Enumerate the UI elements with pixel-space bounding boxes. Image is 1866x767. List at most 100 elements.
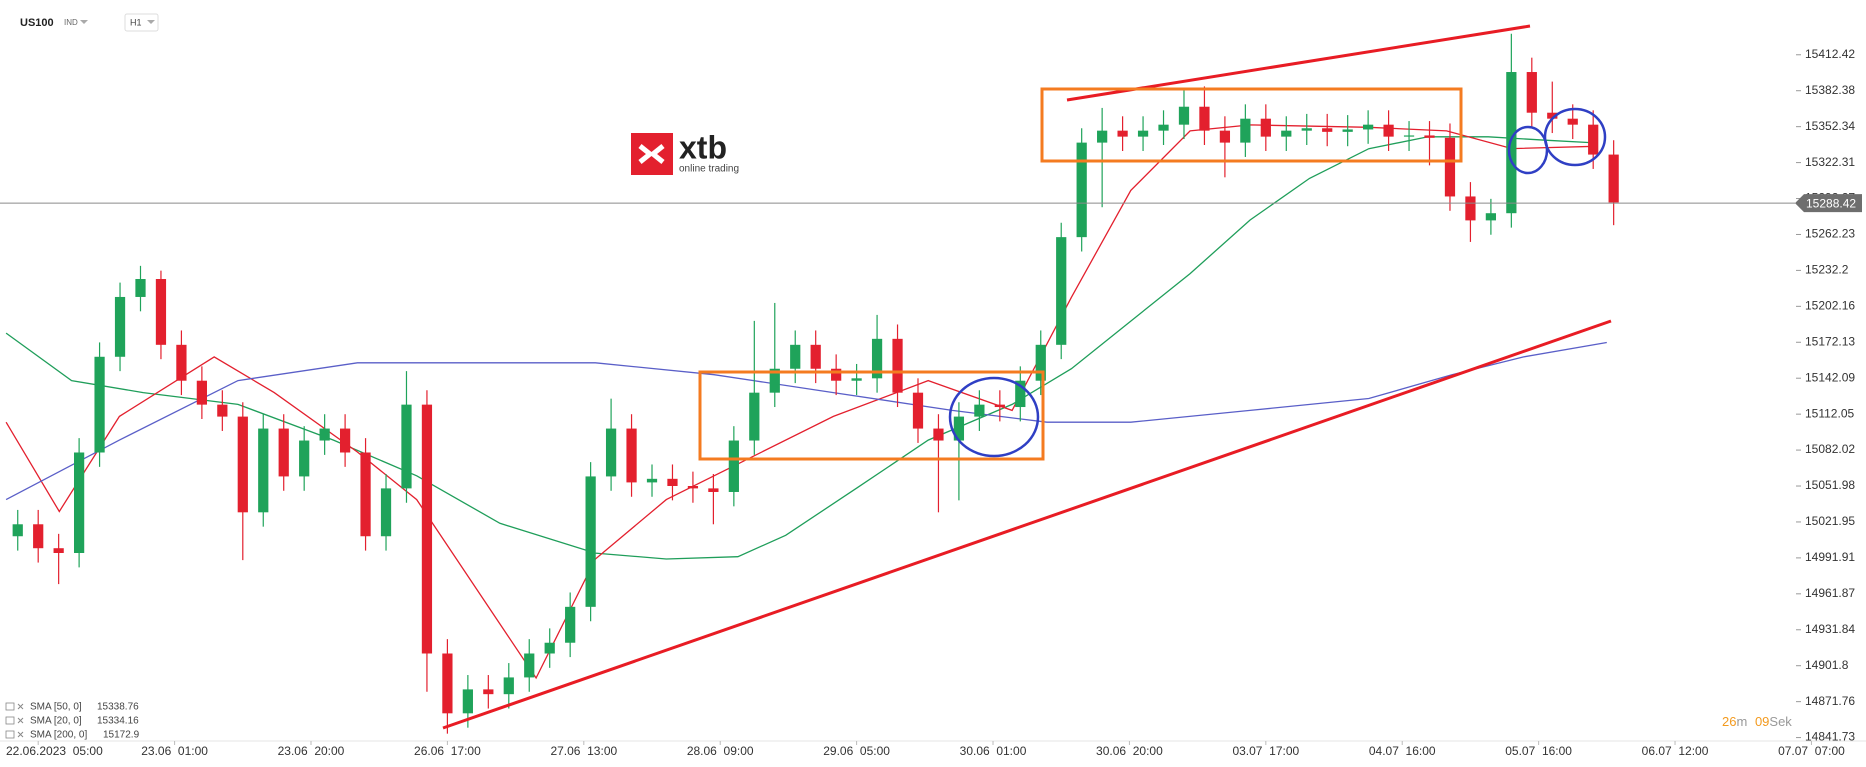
- logo-brand: xtb: [679, 129, 727, 165]
- candle-body: [1526, 72, 1537, 113]
- x-tick-label: 04.07 16:00: [1369, 744, 1436, 758]
- legend-name: SMA [50, 0]: [30, 702, 82, 713]
- y-tick-label: 15172.13: [1805, 334, 1855, 348]
- candle-body: [53, 548, 64, 553]
- candle-body: [626, 428, 637, 483]
- x-tick-label: 23.06 20:00: [278, 744, 345, 758]
- candle-body: [401, 404, 412, 489]
- candle-body: [1076, 142, 1087, 238]
- candle-body: [974, 404, 985, 417]
- candle-body: [687, 485, 699, 489]
- candle-body: [646, 478, 658, 483]
- highlight-circle: [948, 376, 1040, 458]
- candle-body: [380, 488, 392, 537]
- candle-body: [1158, 124, 1169, 131]
- candle-body: [442, 653, 453, 714]
- legend-icon: [5, 702, 15, 711]
- candle-body: [1444, 137, 1456, 197]
- candle-body: [1117, 130, 1128, 137]
- x-tick-label: 23.06 01:00: [141, 744, 208, 758]
- candle-body: [1056, 237, 1067, 345]
- y-tick-label: 14871.76: [1805, 694, 1855, 708]
- candle-body: [1199, 106, 1210, 131]
- candle-body: [421, 404, 433, 654]
- candle-body: [831, 368, 842, 381]
- candle-body: [319, 428, 330, 441]
- y-tick-label: 15142.09: [1805, 370, 1855, 384]
- x-tick-label: 22.06.2023 05:00: [6, 744, 103, 758]
- candle-body: [1178, 106, 1190, 125]
- candle-body: [258, 428, 269, 513]
- candle-body: [1567, 118, 1578, 125]
- candle-body: [749, 392, 760, 441]
- candle-body: [237, 416, 248, 513]
- logo-tagline: online trading: [679, 164, 739, 175]
- y-tick-label: 15082.02: [1805, 442, 1855, 456]
- candle-body: [953, 416, 965, 441]
- candle-body: [1035, 344, 1046, 381]
- interval-box[interactable]: [124, 13, 159, 32]
- candle-body: [708, 488, 719, 492]
- logo-x: [638, 144, 665, 164]
- symbol: US100: [20, 17, 54, 29]
- candle-body: [176, 344, 187, 381]
- candle-body: [524, 653, 535, 678]
- candle-body: [1137, 130, 1149, 137]
- candle-body: [565, 606, 576, 643]
- candle-body: [196, 380, 207, 405]
- highlight-circle: [1543, 107, 1607, 167]
- candle-body: [1342, 129, 1353, 132]
- symbol-tag[interactable]: IND: [64, 18, 78, 27]
- candle-body: [73, 452, 85, 553]
- y-tick-label: 15352.34: [1805, 119, 1855, 133]
- candle-body: [667, 478, 678, 486]
- interval[interactable]: H1: [130, 17, 142, 27]
- y-tick-label: 14931.84: [1805, 622, 1855, 636]
- plot-area: [0, 33, 1795, 734]
- candle-body: [1588, 124, 1599, 155]
- candle-body: [810, 344, 821, 369]
- candle-body: [278, 428, 289, 477]
- legend-name: SMA [200, 0]: [30, 730, 87, 741]
- y-tick-label: 15112.05: [1805, 406, 1854, 420]
- y-tick-label: 15382.38: [1805, 83, 1855, 97]
- candle-body: [1301, 128, 1312, 131]
- candle-body: [1240, 118, 1251, 143]
- sma-line: [5, 341, 1607, 501]
- y-tick-label: 14901.8: [1805, 658, 1849, 672]
- drawings: [442, 24, 1612, 730]
- candle-body: [299, 440, 310, 477]
- candle-body: [12, 524, 23, 537]
- x-tick-label: 26.06 17:00: [414, 744, 481, 758]
- dropdown-arrow[interactable]: [147, 20, 155, 24]
- candle-body: [790, 344, 801, 369]
- countdown: 26m 09Sek: [1722, 714, 1792, 729]
- candle-body: [1219, 130, 1231, 143]
- countdown-minutes-unit: m: [1736, 714, 1747, 729]
- candle-body: [544, 642, 555, 654]
- candle-body: [585, 476, 596, 607]
- legend-icon: [5, 730, 15, 739]
- candle-body: [1322, 128, 1333, 132]
- y-tick-label: 15202.16: [1805, 299, 1855, 313]
- current-price-label: 15288.42: [1806, 196, 1856, 210]
- dropdown-arrow[interactable]: [80, 20, 88, 24]
- candle-body: [892, 338, 903, 393]
- y-tick-label: 15232.2: [1805, 263, 1849, 277]
- y-tick-label: 14841.73: [1805, 730, 1855, 744]
- candle-body: [994, 404, 1005, 408]
- y-tick-label: 14991.91: [1805, 550, 1855, 564]
- legend-value: 15338.76: [97, 702, 139, 713]
- candle-body: [483, 689, 494, 695]
- candle-body: [462, 689, 473, 714]
- legend-close-icon: [17, 703, 24, 710]
- candle-body: [912, 392, 924, 429]
- legend-close-icon: [17, 717, 24, 724]
- candle-body: [1260, 118, 1271, 137]
- x-tick-label: 07.07 07:00: [1778, 744, 1845, 758]
- candle-body: [933, 428, 944, 441]
- trend-line: [442, 319, 1612, 730]
- candle-body: [605, 428, 617, 477]
